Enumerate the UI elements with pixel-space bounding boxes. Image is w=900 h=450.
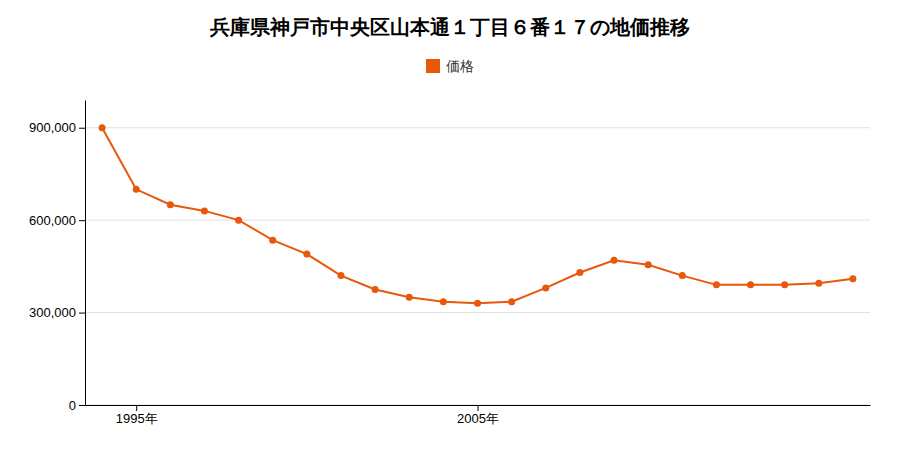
title: 兵庫県神戸市中央区山本通１丁目６番１７の地価推移 [209,15,690,39]
point [167,201,174,208]
y-tick-mark [79,220,85,221]
y-tick-label: 900,000 [29,120,76,135]
marks [99,124,857,307]
point [542,284,549,291]
point [440,298,447,305]
point [133,186,140,193]
grid-line [85,127,870,128]
point [713,281,720,288]
legend-swatch [426,59,440,73]
x-tick-label: 2005年 [457,411,499,426]
y-tick-mark [79,128,85,129]
y-tick: 0 [69,398,85,413]
grid-line [85,312,870,313]
grid-line [85,220,870,221]
point [406,294,413,301]
x-axis: 1995年 2005年 [86,405,871,426]
y-tick-mark [79,405,85,406]
legend: 価格 [426,58,474,74]
point [679,272,686,279]
point [645,261,652,268]
y-axis-line [85,101,86,406]
y-tick-label: 600,000 [29,213,76,228]
point [781,281,788,288]
legend-item: 価格 [426,58,474,74]
x-tick: 1995年 [116,405,158,426]
y-tick-label: 300,000 [29,305,76,320]
y-axis: 0 300,000 600,000 900,000 [29,101,86,413]
x-tick-label: 1995年 [116,411,158,426]
plot: 1995年 2005年 0 300,000 600,000 900,000 [29,101,871,427]
y-tick-mark [79,313,85,314]
y-tick: 900,000 [29,120,85,135]
point [849,275,856,282]
point [303,251,310,258]
point [372,286,379,293]
point [747,281,754,288]
point [815,280,822,287]
point [474,300,481,307]
chart: 兵庫県神戸市中央区山本通１丁目６番１７の地価推移 1995年 2005年 0 300,0… [0,0,900,450]
x-tick-mark [136,405,137,411]
y-tick: 300,000 [29,305,85,320]
x-tick-mark [478,405,479,411]
point [611,257,618,264]
y-tick-label: 0 [69,398,76,413]
point [235,217,242,224]
x-tick: 2005年 [457,405,499,426]
line [102,128,853,304]
y-tick: 600,000 [29,213,85,228]
legend-label: 価格 [446,58,474,74]
point [99,124,106,131]
grid [85,128,870,405]
point [337,272,344,279]
point [269,237,276,244]
point [508,298,515,305]
point [201,207,208,214]
point [576,269,583,276]
